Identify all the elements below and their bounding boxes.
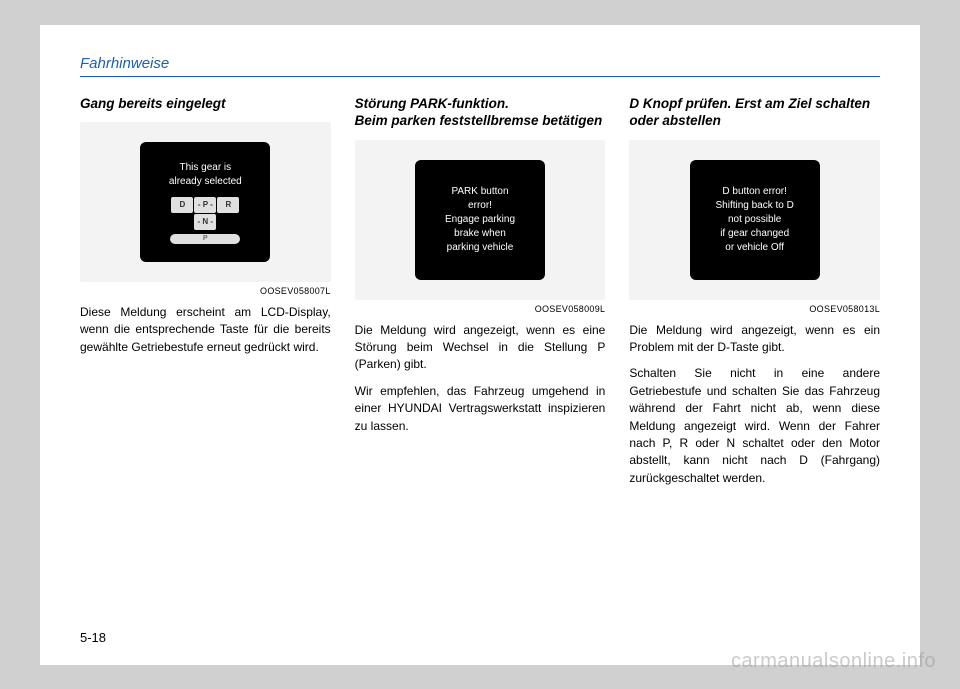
lcd2-text: PARK button error! Engage parking brake … [445,185,515,255]
watermark: carmanualsonline.info [731,650,936,673]
col3-title: D Knopf prüfen. Erst am Ziel schalten od… [629,95,880,130]
gear-r-icon: R [217,197,239,213]
col2-caption: OOSEV058009L [355,304,606,314]
col2-figure: PARK button error! Engage parking brake … [355,140,606,300]
column-2: Störung PARK-funktion. Beim parken fests… [355,95,606,497]
lcd1-text: This gear is already selected [169,161,242,189]
columns: Gang bereits eingelegt This gear is alre… [80,95,880,497]
column-1: Gang bereits eingelegt This gear is alre… [80,95,331,497]
gear-p-icon: - P - [194,197,216,213]
column-3: D Knopf prüfen. Erst am Ziel schalten od… [629,95,880,497]
gear-d-icon: D [171,197,193,213]
page: Fahrhinweise Gang bereits eingelegt This… [40,25,920,665]
page-number: 5-18 [80,630,106,645]
lcd-display-1: This gear is already selected D - P - R … [140,142,270,262]
col2-title: Störung PARK-funktion. Beim parken fests… [355,95,606,130]
col3-caption: OOSEV058013L [629,304,880,314]
section-header: Fahrhinweise [80,55,880,77]
col1-figure: This gear is already selected D - P - R … [80,122,331,282]
col3-body1: Die Meldung wird angezeigt, wenn es ein … [629,322,880,357]
col2-body2: Wir empfehlen, das Fahrzeug umgehend in … [355,383,606,435]
col3-body2: Schalten Sie nicht in eine andere Getrie… [629,365,880,487]
gear-n-icon: - N - [194,214,216,230]
lcd3-text: D button error! Shifting back to D not p… [715,185,793,255]
col1-body1: Diese Meldung erscheint am LCD-Display, … [80,304,331,356]
col1-caption: OOSEV058007L [80,286,331,296]
gear-bottom-p-icon: P [170,234,240,244]
lcd-display-2: PARK button error! Engage parking brake … [415,160,545,280]
col1-title: Gang bereits eingelegt [80,95,331,113]
col2-body1: Die Meldung wird angezeigt, wenn es eine… [355,322,606,374]
gear-panel-icon: D - P - R - N - [171,197,239,230]
lcd-display-3: D button error! Shifting back to D not p… [690,160,820,280]
col3-figure: D button error! Shifting back to D not p… [629,140,880,300]
